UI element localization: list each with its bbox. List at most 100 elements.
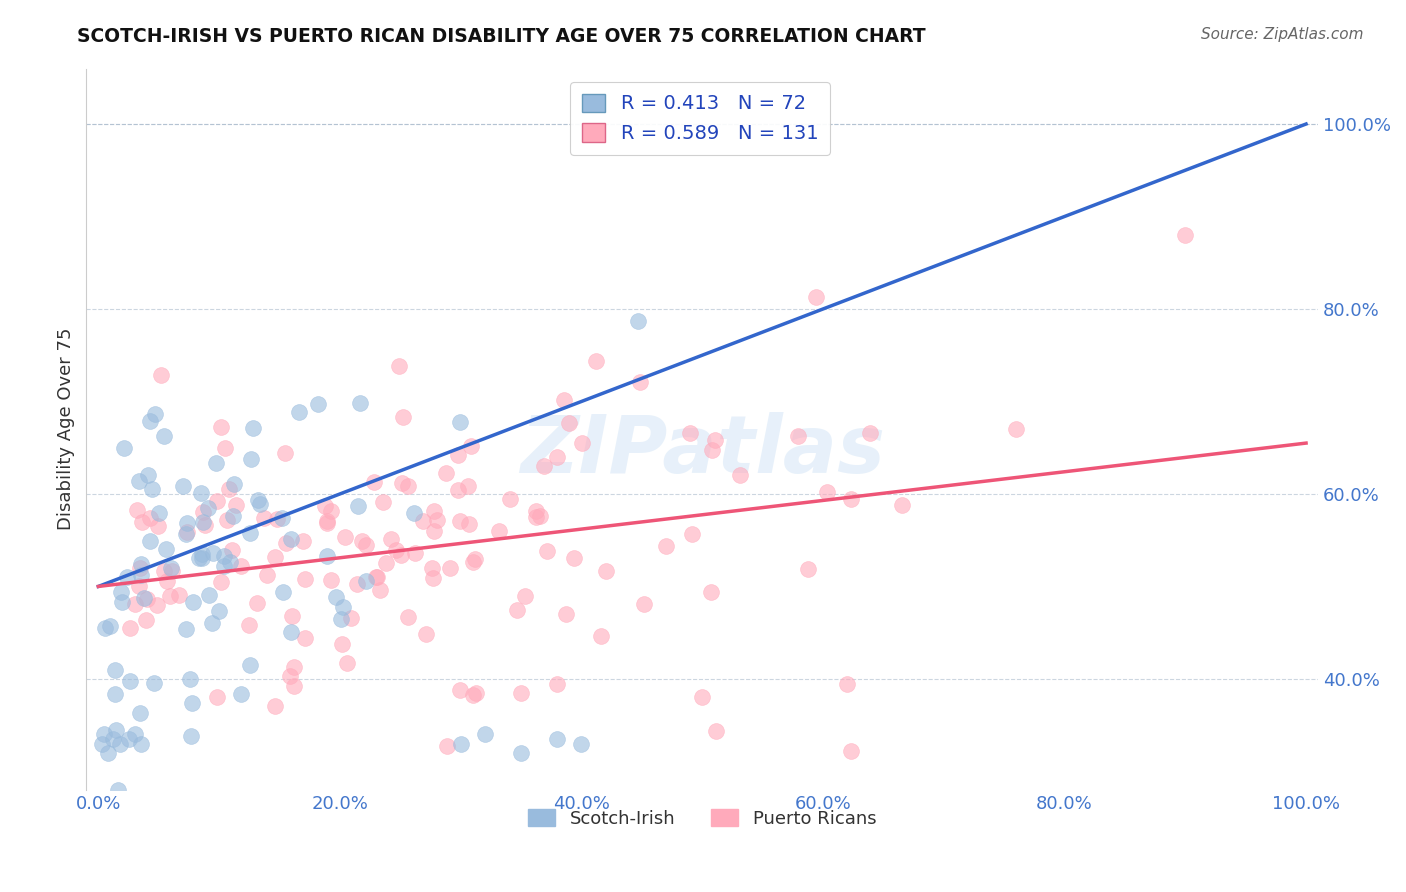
Point bbox=[354, 574, 377, 589]
Point bbox=[176, 525, 198, 540]
Point bbox=[266, 512, 288, 526]
Point bbox=[209, 574, 232, 589]
Point bbox=[510, 686, 533, 700]
Point bbox=[585, 354, 607, 368]
Point bbox=[221, 542, 243, 557]
Point bbox=[128, 706, 150, 720]
Point bbox=[291, 533, 314, 548]
Point bbox=[330, 637, 353, 651]
Point bbox=[316, 514, 339, 528]
Point bbox=[396, 479, 419, 493]
Point bbox=[283, 680, 305, 694]
Point bbox=[679, 425, 702, 440]
Point bbox=[333, 531, 356, 545]
Text: ZIPatlas: ZIPatlas bbox=[520, 412, 884, 490]
Point bbox=[131, 567, 153, 582]
Point bbox=[1174, 227, 1197, 242]
Point bbox=[169, 588, 191, 602]
Point bbox=[141, 482, 163, 496]
Point bbox=[336, 656, 359, 670]
Point bbox=[728, 467, 751, 482]
Point bbox=[135, 613, 157, 627]
Point bbox=[283, 660, 305, 674]
Point bbox=[571, 436, 593, 450]
Point bbox=[159, 589, 181, 603]
Point bbox=[191, 551, 214, 566]
Point bbox=[704, 724, 727, 739]
Point bbox=[94, 621, 117, 635]
Point bbox=[391, 475, 413, 490]
Point bbox=[423, 504, 446, 518]
Point bbox=[263, 698, 285, 713]
Point bbox=[702, 443, 724, 458]
Point bbox=[457, 479, 479, 493]
Point bbox=[174, 526, 197, 541]
Point bbox=[488, 524, 510, 539]
Point bbox=[205, 456, 228, 470]
Point bbox=[423, 524, 446, 538]
Point bbox=[460, 439, 482, 453]
Point bbox=[264, 549, 287, 564]
Point bbox=[129, 558, 152, 572]
Point bbox=[222, 477, 245, 491]
Point bbox=[108, 737, 131, 751]
Point bbox=[179, 672, 201, 686]
Point bbox=[546, 732, 568, 747]
Point bbox=[270, 510, 292, 524]
Point bbox=[422, 572, 444, 586]
Point bbox=[1004, 422, 1026, 436]
Point bbox=[101, 732, 124, 747]
Point bbox=[129, 737, 152, 751]
Point bbox=[839, 491, 862, 506]
Point bbox=[464, 552, 486, 566]
Point bbox=[389, 549, 412, 563]
Point bbox=[124, 727, 146, 741]
Point bbox=[129, 561, 152, 575]
Point bbox=[176, 622, 198, 636]
Point bbox=[450, 737, 472, 751]
Point bbox=[212, 559, 235, 574]
Point bbox=[280, 609, 302, 624]
Point bbox=[159, 560, 181, 574]
Point bbox=[249, 497, 271, 511]
Point bbox=[143, 675, 166, 690]
Point bbox=[458, 517, 481, 532]
Point bbox=[536, 543, 558, 558]
Point bbox=[198, 588, 221, 602]
Point bbox=[214, 549, 236, 563]
Point bbox=[118, 621, 141, 635]
Point bbox=[786, 429, 808, 443]
Point bbox=[402, 506, 425, 520]
Point bbox=[93, 727, 115, 741]
Point bbox=[190, 547, 212, 561]
Point bbox=[366, 570, 388, 584]
Point bbox=[363, 475, 385, 489]
Point bbox=[815, 484, 838, 499]
Point bbox=[329, 612, 352, 626]
Point bbox=[97, 746, 120, 760]
Point bbox=[571, 737, 593, 751]
Point bbox=[314, 499, 336, 513]
Point bbox=[526, 504, 548, 518]
Point bbox=[107, 783, 129, 797]
Point bbox=[591, 629, 613, 643]
Point bbox=[681, 527, 703, 541]
Point bbox=[191, 505, 214, 519]
Point bbox=[449, 514, 471, 528]
Point bbox=[463, 688, 485, 702]
Point bbox=[315, 549, 337, 563]
Point bbox=[214, 441, 236, 455]
Point bbox=[439, 561, 461, 575]
Point bbox=[449, 415, 471, 429]
Point bbox=[231, 559, 253, 574]
Point bbox=[655, 539, 678, 553]
Point bbox=[321, 573, 343, 587]
Point bbox=[138, 533, 160, 548]
Point bbox=[152, 429, 174, 443]
Point bbox=[124, 597, 146, 611]
Point bbox=[426, 513, 449, 527]
Point bbox=[415, 626, 437, 640]
Point bbox=[595, 565, 617, 579]
Point bbox=[422, 561, 444, 575]
Point bbox=[546, 450, 568, 464]
